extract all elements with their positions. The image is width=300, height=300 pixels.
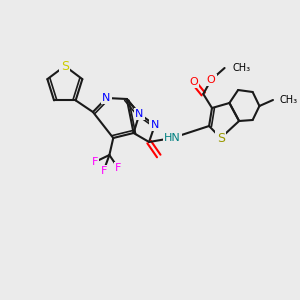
Text: S: S [61,59,69,73]
Text: HN: HN [164,133,181,143]
Text: O: O [207,75,215,85]
Text: N: N [151,120,159,130]
Text: O: O [189,77,198,87]
Text: F: F [115,163,121,173]
Text: N: N [135,109,144,119]
Text: F: F [92,157,98,167]
Text: CH₃: CH₃ [280,95,298,105]
Text: CH₃: CH₃ [232,63,250,73]
Text: F: F [100,166,107,176]
Text: S: S [217,131,225,145]
Text: N: N [102,93,111,103]
